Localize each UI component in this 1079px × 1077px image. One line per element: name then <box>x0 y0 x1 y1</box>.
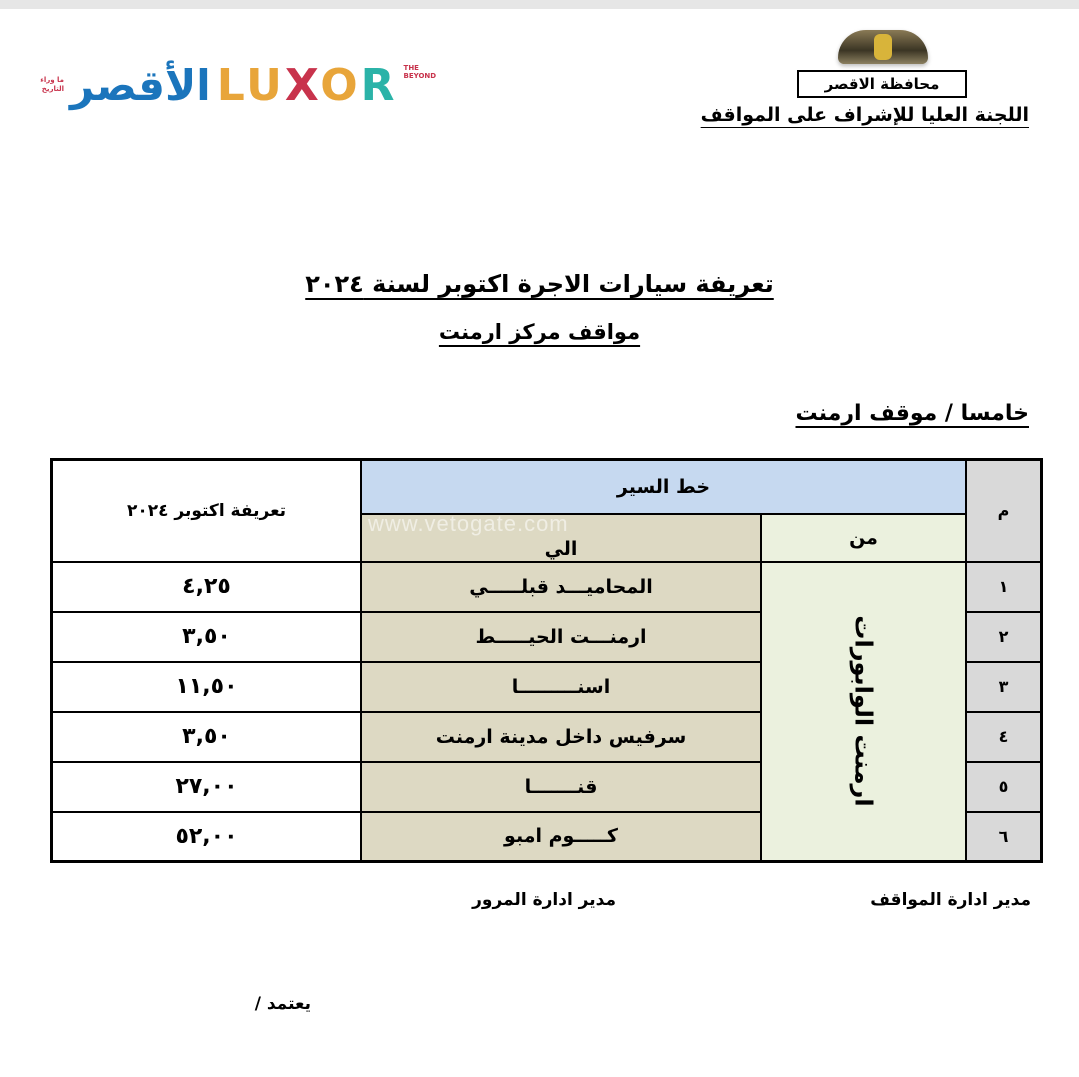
header-from: من <box>760 512 967 563</box>
section-title: خامسا / موقف ارمنت <box>795 401 1029 426</box>
row-fare: ١١,٥٠ <box>50 660 362 713</box>
row-destination: اسنـــــــــا <box>360 660 762 713</box>
row-num: ١ <box>965 560 1043 613</box>
signature-traffic: مدير ادارة المرور <box>472 890 616 910</box>
table-row: ٥ قنـــــــا ٢٧,٠٠ <box>50 760 1043 813</box>
header-fare: تعريفة اكتوبر ٢٠٢٤ <box>50 458 362 563</box>
row-fare: ٥٢,٠٠ <box>50 810 362 863</box>
logo-english: LUXOR <box>216 59 398 111</box>
table-row: ١ ارمنت الوابورات المحاميـــد قبلـــــي … <box>50 560 1043 863</box>
row-fare: ٢٧,٠٠ <box>50 760 362 813</box>
page-subtitle: مواقف مركز ارمنت <box>438 320 641 344</box>
row-destination: قنـــــــا <box>360 760 762 813</box>
watermark: www.vetogate.com <box>368 511 569 536</box>
row-destination: ارمنـــت الحيـــــط <box>360 610 762 663</box>
table-row: ٦ كـــــوم امبو ٥٢,٠٠ <box>50 810 1043 863</box>
row-num: ٣ <box>965 660 1043 713</box>
pharaoh-emblem <box>838 30 928 64</box>
table-row: ٤ سرفيس داخل مدينة ارمنت ٣,٥٠ <box>50 710 1043 763</box>
header-to: الي <box>360 512 762 563</box>
row-destination: سرفيس داخل مدينة ارمنت <box>360 710 762 763</box>
governorate-label: محافظة الاقصر <box>797 70 967 98</box>
committee-title: اللجنة العليا للإشراف على المواقف <box>700 104 1029 126</box>
row-fare: ٣,٥٠ <box>50 610 362 663</box>
row-fare: ٣,٥٠ <box>50 710 362 763</box>
logo-tagline: THE BEYOND <box>403 64 437 80</box>
row-num: ٦ <box>965 810 1043 863</box>
top-strip <box>0 0 1079 9</box>
signature-approve: يعتمد / <box>254 994 311 1014</box>
logo-arabic: الأقصر <box>70 60 211 110</box>
header-num: م <box>965 458 1043 563</box>
signature-parking: مدير ادارة المواقف <box>870 890 1031 910</box>
row-num: ٤ <box>965 710 1043 763</box>
luxor-logo: ما وراء التاريخ الأقصر LUXOR THE BEYOND <box>40 50 448 120</box>
row-fare: ٤,٢٥ <box>50 560 362 613</box>
table-row: ٢ ارمنـــت الحيـــــط ٣,٥٠ <box>50 610 1043 663</box>
row-num: ٢ <box>965 610 1043 663</box>
page-title: تعريفة سيارات الاجرة اكتوبر لسنة ٢٠٢٤ <box>305 270 774 298</box>
from-cell: ارمنت الوابورات <box>760 560 967 863</box>
row-destination: كـــــوم امبو <box>360 810 762 863</box>
fare-table: م خط السير تعريفة اكتوبر ٢٠٢٤ من الي ١ ا… <box>50 458 1043 863</box>
from-value: ارمنت الوابورات <box>849 615 878 807</box>
row-num: ٥ <box>965 760 1043 813</box>
logo-arabic-tagline: ما وراء التاريخ <box>40 76 64 93</box>
row-destination: المحاميـــد قبلـــــي <box>360 560 762 613</box>
table-row: ٣ اسنـــــــــا ١١,٥٠ <box>50 660 1043 713</box>
header-route: خط السير <box>360 458 967 515</box>
